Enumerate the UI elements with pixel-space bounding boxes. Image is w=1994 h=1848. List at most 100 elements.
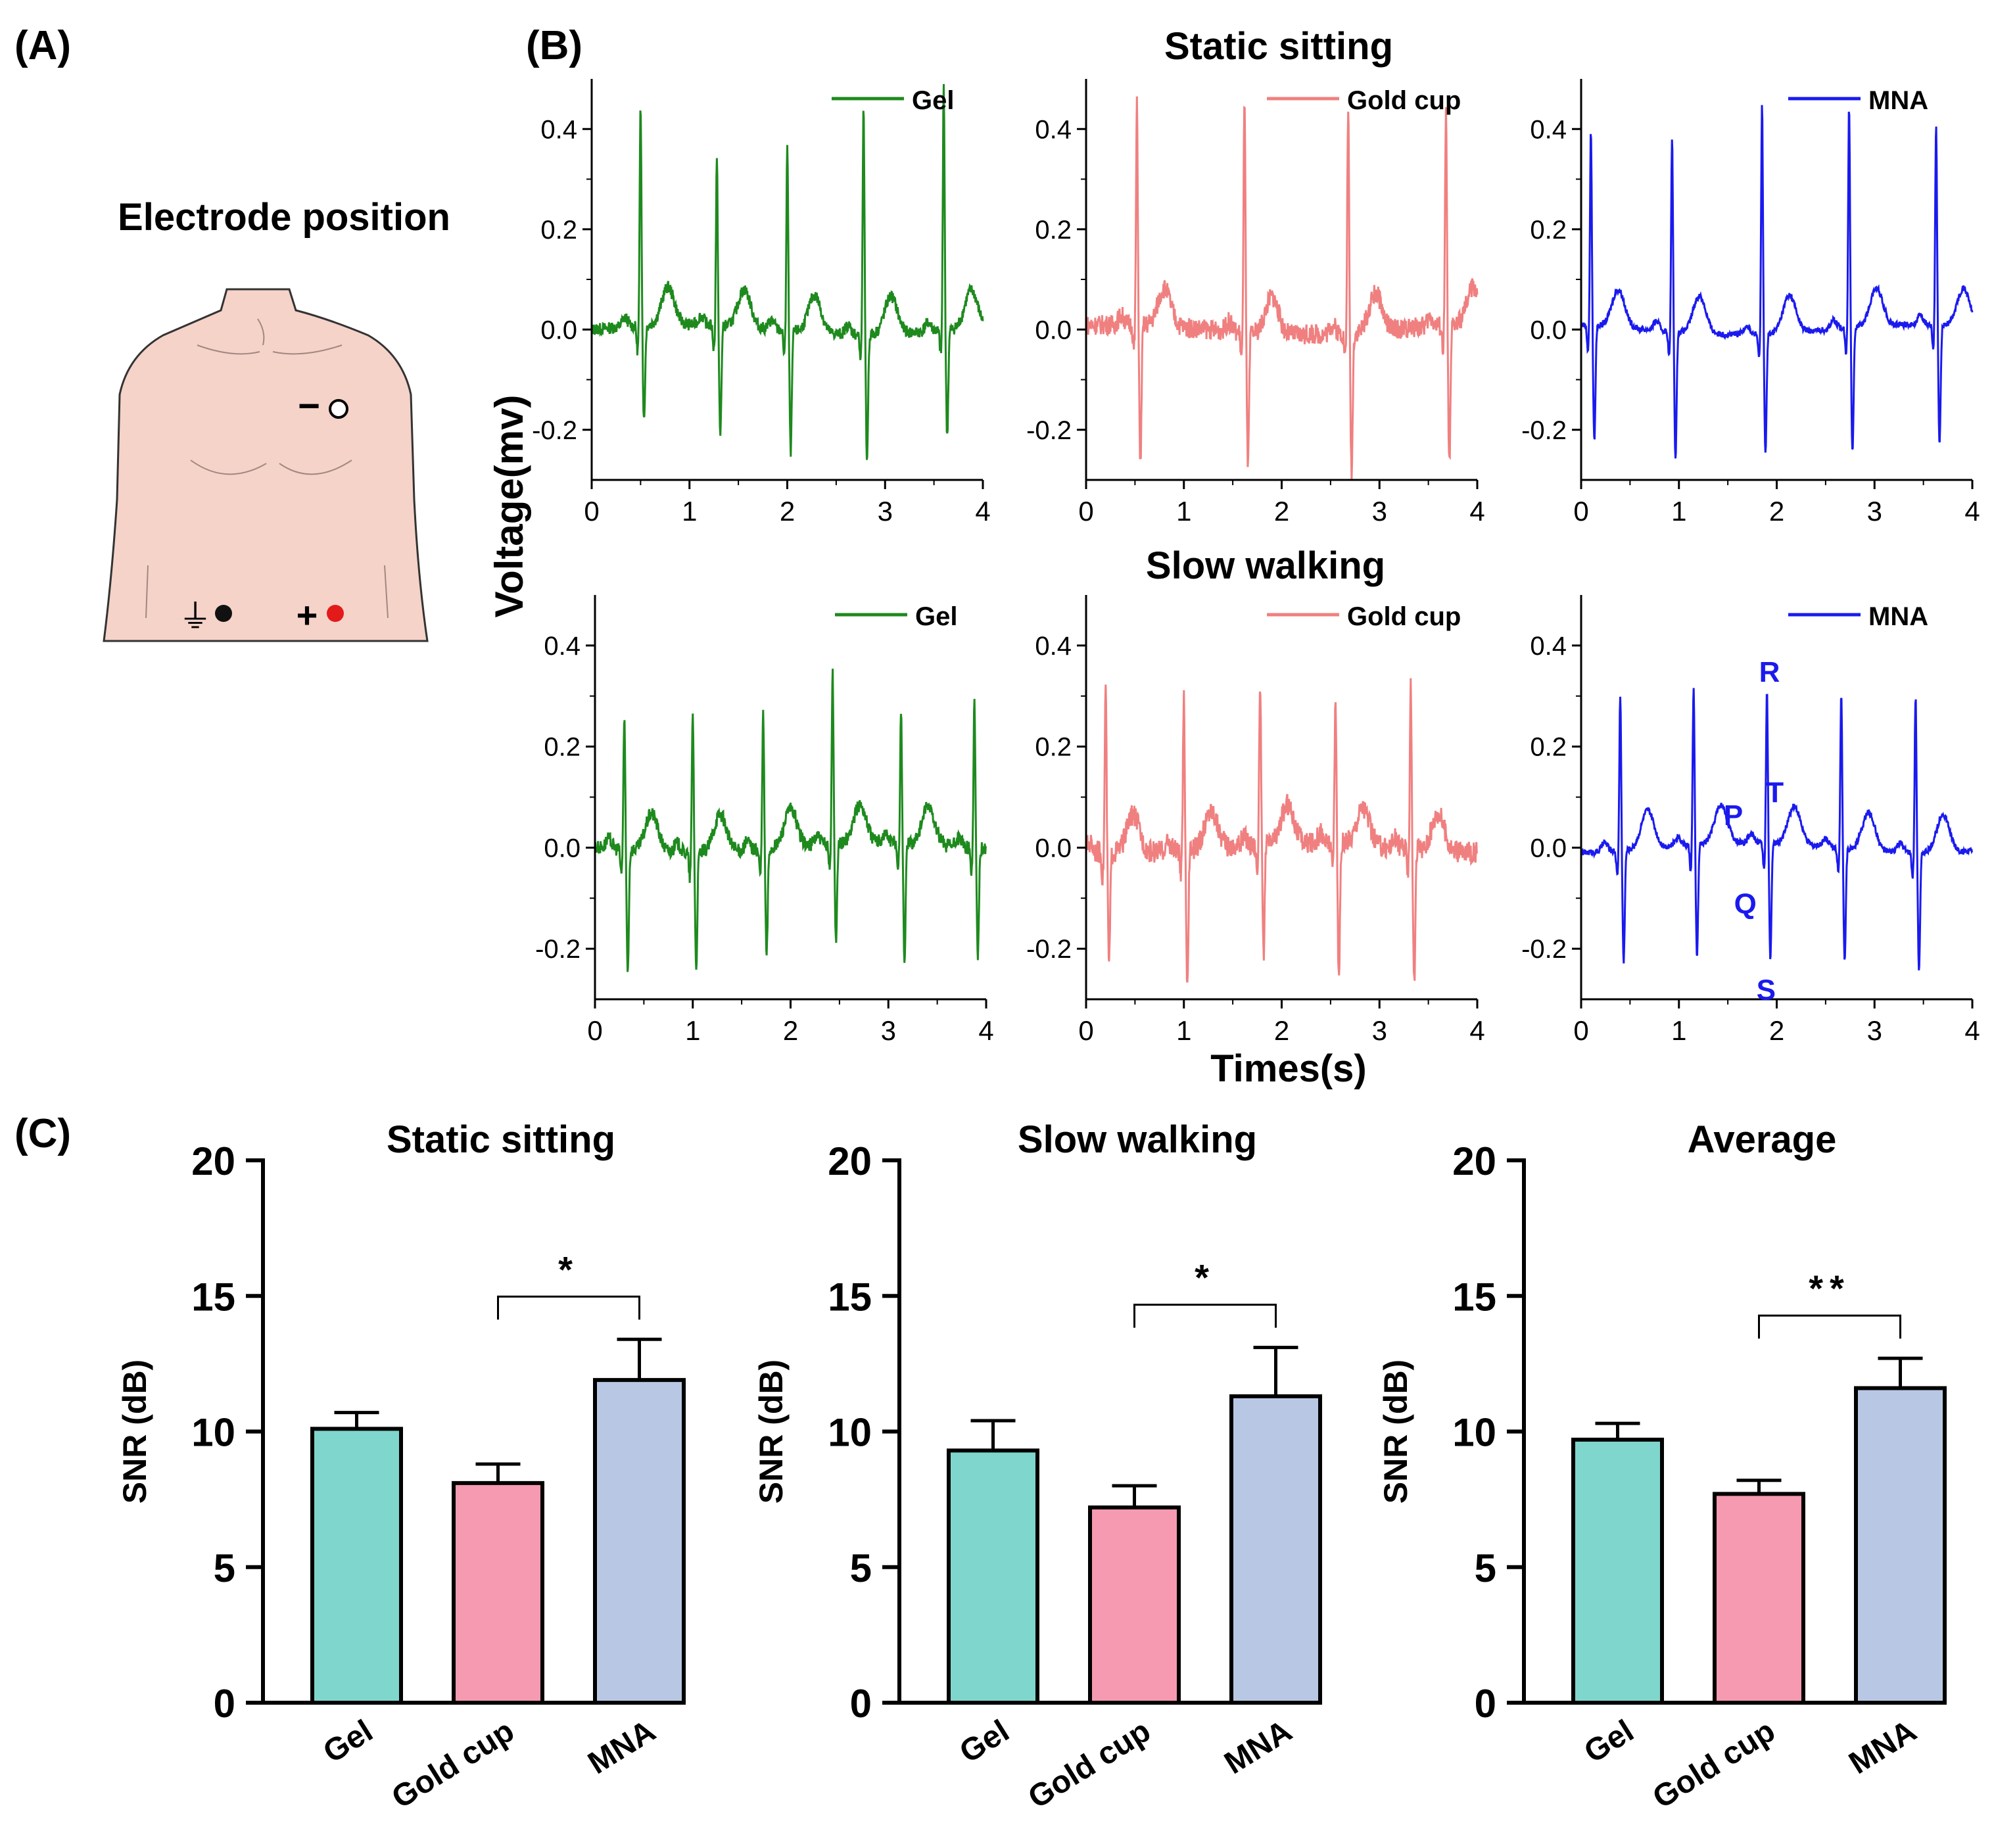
ecg-x-tick-label: 2	[1274, 496, 1289, 527]
ecg-y-tick-label: -0.2	[1521, 416, 1567, 445]
snr-x-tick-label: MNA	[582, 1713, 662, 1781]
snr-y-tick-label: 5	[214, 1546, 235, 1590]
ecg-x-tick-label: 0	[1573, 1015, 1588, 1046]
ecg-x-tick-label: 3	[878, 496, 893, 527]
ecg-legend-label: Gel	[915, 602, 957, 631]
ecg-y-tick-label: 0.2	[1530, 216, 1567, 245]
ecg-y-tick-label: 0.0	[1035, 834, 1072, 863]
ecg-x-tick-label: 1	[1176, 496, 1191, 527]
ecg-wave-label-q: Q	[1734, 888, 1757, 920]
ecg-x-tick-label: 0	[1573, 496, 1588, 527]
snr-y-tick-label: 15	[828, 1275, 872, 1319]
ecg-chart-static-mna: 0 1 2 3 4 -0.2 0.0 0.2 0.4 MNA	[1521, 79, 1980, 527]
ecg-y-tick-label: 0.4	[540, 115, 577, 144]
ecg-y-tick-label: 0.0	[1530, 316, 1567, 344]
snr-y-tick-label: 20	[191, 1139, 235, 1183]
torso-shading	[145, 318, 389, 619]
ecg-y-tick-label: -0.2	[1521, 935, 1567, 964]
ecg-x-tick-label: 0	[584, 496, 599, 527]
ecg-y-tick-label: 0.4	[1530, 115, 1567, 144]
panel-label-a: (A)	[14, 23, 71, 68]
electrode-title: Electrode position	[118, 196, 450, 239]
ecg-y-tick-label: 0.0	[544, 834, 581, 863]
ecg-y-tick-label: 0.2	[1530, 733, 1567, 762]
ecg-xlabel: Times(s)	[1210, 1047, 1366, 1090]
snr-chart-average: Average 0 5 10 15 20 SNR (dB) Gel Gold cup MNA **	[1377, 1118, 1947, 1816]
snr-y-tick-label: 20	[1452, 1139, 1496, 1183]
panel-label-c: (C)	[14, 1111, 71, 1156]
ground-symbol: ⏚	[179, 598, 212, 635]
ecg-x-tick-label: 1	[685, 1015, 700, 1046]
snr-y-tick-label: 10	[191, 1411, 235, 1455]
snr-chart-title: Average	[1688, 1118, 1837, 1161]
snr-y-tick-label: 0	[850, 1682, 872, 1726]
ecg-x-tick-label: 1	[1176, 1015, 1191, 1046]
ecg-legend-label: Gold cup	[1347, 86, 1461, 115]
snr-bar-gold-cup	[1713, 1492, 1805, 1705]
snr-bar-mna	[1854, 1386, 1947, 1705]
ecg-y-tick-label: 0.0	[540, 316, 577, 344]
snr-x-tick-label: Gold cup	[386, 1713, 520, 1815]
snr-bar-gold-cup	[1088, 1505, 1181, 1705]
ecg-plots: 0 1 2 3 4 -0.2 0.0 0.2 0.4 Gel 0 1 2 3 4 -0.2 0.0 0.2 0.4 G…	[532, 79, 1980, 1046]
ecg-wave-label-t: T	[1766, 776, 1784, 809]
ecg-x-tick-label: 4	[978, 1015, 993, 1046]
ecg-y-tick-label: 0.4	[1530, 632, 1567, 661]
ecg-x-tick-label: 3	[1372, 496, 1387, 527]
ecg-y-tick-label: 0.2	[1035, 733, 1072, 762]
negative-electrode-sign: −	[298, 385, 320, 427]
ecg-x-tick-label: 3	[1867, 1015, 1882, 1046]
ecg-x-tick-label: 4	[1964, 1015, 1980, 1046]
ecg-x-tick-label: 3	[881, 1015, 896, 1046]
significance-bracket	[1133, 1304, 1277, 1328]
significance-label: *	[1195, 1257, 1216, 1298]
snr-x-tick-label: MNA	[1843, 1713, 1923, 1781]
ecg-trace	[1085, 678, 1479, 983]
ecg-y-tick-label: 0.4	[1035, 632, 1072, 661]
ecg-x-tick-label: 4	[975, 496, 990, 527]
snr-chart-slow-walking: Slow walking 0 5 10 15 20 SNR (dB) Gel Gold cup M…	[753, 1118, 1322, 1816]
significance-bracket	[497, 1295, 640, 1320]
ecg-trace	[1580, 688, 1974, 971]
ecg-x-tick-label: 4	[1469, 1015, 1484, 1046]
negative-electrode	[329, 399, 348, 419]
snr-bar-mna	[1229, 1394, 1322, 1705]
snr-y-axis-label: SNR (dB)	[1377, 1360, 1414, 1504]
ecg-legend-label: Gold cup	[1347, 602, 1461, 631]
ecg-y-tick-label: 0.4	[544, 632, 581, 661]
ecg-trace	[1085, 96, 1479, 481]
ecg-y-tick-label: 0.0	[1530, 834, 1567, 863]
snr-bar-gel	[1571, 1437, 1664, 1705]
snr-x-tick-label: Gold cup	[1022, 1713, 1156, 1815]
positive-electrode	[327, 605, 344, 622]
ecg-x-tick-label: 4	[1469, 496, 1484, 527]
ecg-x-tick-label: 2	[1769, 1015, 1784, 1046]
positive-electrode-sign: +	[297, 594, 318, 636]
significance-label: *	[558, 1248, 579, 1290]
ecg-trace	[1580, 105, 1974, 459]
ecg-x-tick-label: 1	[1671, 496, 1686, 527]
ecg-chart-walking-gel: 0 1 2 3 4 -0.2 0.0 0.2 0.4 Gel	[535, 595, 994, 1046]
ecg-legend-label: Gel	[912, 86, 954, 115]
snr-y-tick-label: 5	[1475, 1546, 1496, 1590]
ecg-ylabel: Voltage(mv)	[487, 395, 531, 618]
snr-x-tick-label: Gel	[954, 1713, 1016, 1770]
ecg-y-tick-label: 0.2	[540, 216, 577, 245]
panel-label-b: (B)	[526, 23, 582, 68]
snr-chart-static-sitting: Static sitting 0 5 10 15 20 SNR (dB) Gel Gold cu…	[116, 1118, 686, 1816]
ecg-x-tick-label: 1	[682, 496, 697, 527]
snr-bar-gel	[947, 1448, 1039, 1705]
snr-y-tick-label: 20	[828, 1139, 872, 1183]
snr-bar-gold-cup	[452, 1481, 544, 1705]
significance-label: **	[1809, 1268, 1851, 1309]
ecg-legend-label: MNA	[1868, 602, 1928, 631]
snr-x-tick-label: Gel	[318, 1713, 379, 1770]
ecg-x-tick-label: 4	[1964, 496, 1980, 527]
snr-bar-mna	[593, 1378, 686, 1705]
ecg-y-tick-label: -0.2	[532, 416, 577, 445]
electrode-diagram: Electrode position − ⏚ +	[103, 196, 450, 642]
ecg-y-tick-label: 0.2	[1035, 216, 1072, 245]
ecg-y-tick-label: -0.2	[1026, 416, 1072, 445]
ecg-x-tick-label: 3	[1372, 1015, 1387, 1046]
